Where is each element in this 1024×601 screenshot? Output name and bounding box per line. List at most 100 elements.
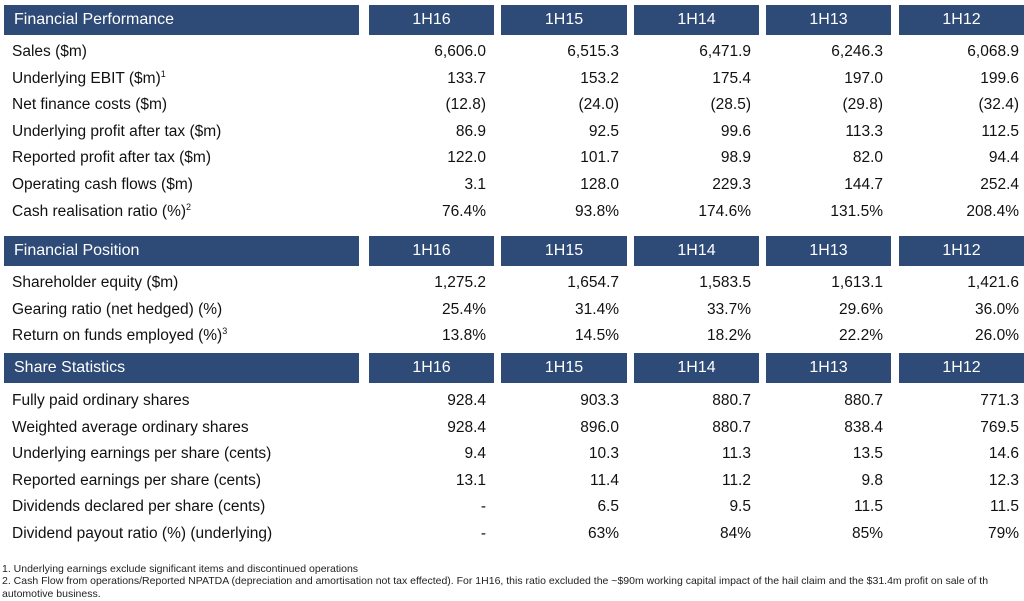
column-header: 1H14 — [634, 236, 759, 266]
row-label-text: Underlying earnings per share (cents) — [12, 445, 272, 463]
table-cell: 113.3 — [845, 122, 883, 140]
table-cell: 92.5 — [588, 122, 619, 140]
table-cell: 3.1 — [464, 176, 486, 193]
table-cell: 101.7 — [580, 149, 619, 167]
table-cell: 838.4 — [844, 418, 883, 436]
footnote-marker: 1 — [160, 68, 166, 79]
table-row: Net finance costs ($m) (12.8) (24.0) (28.5)… — [0, 91, 1024, 118]
row-label: Dividend payout ratio (%) (underlying) — [12, 520, 272, 547]
column-header: 1H13 — [766, 236, 891, 266]
table-cell: 229.3 — [712, 176, 751, 193]
table-cell: 1,613.1 — [831, 274, 883, 291]
table-cell: 928.4 — [447, 418, 486, 436]
section-title: Financial Performance — [4, 5, 359, 35]
table-cell: 99.6 — [720, 122, 751, 140]
row-label: Operating cash flows ($m) — [12, 171, 193, 198]
column-header: 1H13 — [766, 5, 891, 35]
table-cell: 1,654.7 — [567, 274, 619, 291]
table-cell: 33.7% — [707, 300, 751, 318]
row-label-text: Fully paid ordinary shares — [12, 392, 190, 409]
table-cell: (29.8) — [842, 96, 884, 114]
row-label: Shareholder equity ($m) — [12, 269, 178, 296]
footnote: 1. Underlying earnings exclude significa… — [2, 563, 359, 575]
footnote: 2. Cash Flow from operations/Reported NP… — [2, 575, 989, 587]
table-cell: 197.0 — [844, 69, 883, 87]
table-cell: 10.3 — [588, 445, 619, 463]
column-header: 1H15 — [501, 236, 627, 266]
row-label-text: Return on funds employed (%) — [12, 327, 223, 345]
table-cell: 9.5 — [729, 498, 751, 516]
row-label: Sales ($m) — [12, 38, 87, 65]
table-cell: 86.9 — [455, 122, 486, 140]
table-cell: 174.6% — [698, 202, 751, 220]
row-label-text: Cash realisation ratio (%) — [12, 202, 187, 220]
table-cell: 14.6 — [988, 445, 1019, 463]
table-row: Gearing ratio (net hedged) (%) 25.4% 31.4%… — [0, 296, 1024, 323]
row-label-text: Sales ($m) — [12, 43, 87, 60]
table-cell: (12.8) — [445, 96, 487, 114]
table-cell: 25.4% — [442, 300, 486, 318]
table-cell: 128.0 — [580, 176, 619, 193]
column-header: 1H16 — [369, 353, 494, 383]
table-cell: 208.4% — [966, 202, 1019, 220]
section-title: Financial Position — [4, 236, 359, 266]
row-label: Dividends declared per share (cents) — [12, 493, 265, 520]
column-header: 1H12 — [899, 5, 1024, 35]
table-cell: 122.0 — [447, 149, 486, 167]
table-cell: 84% — [719, 525, 751, 542]
table-cell: 769.5 — [980, 418, 1019, 436]
row-label: Cash realisation ratio (%)2 — [12, 198, 191, 225]
table-cell: 29.6% — [839, 300, 883, 318]
table-cell: 31.4% — [575, 300, 619, 318]
table-cell: 133.7 — [447, 69, 486, 87]
row-label-text: Gearing ratio (net hedged) (%) — [12, 300, 223, 318]
table-row: Return on funds employed (%)3 13.8% 14.5% 1… — [0, 322, 1024, 349]
table-cell: 880.7 — [712, 392, 751, 409]
table-row: Operating cash flows ($m) 3.1 128.0 229.3 14… — [0, 171, 1024, 198]
column-header: 1H16 — [369, 236, 494, 266]
table-row: Underlying EBIT ($m)1 133.7 153.2 175.4 197.… — [0, 65, 1024, 92]
table-row: Underlying profit after tax ($m) 86.9 92.5… — [0, 118, 1024, 145]
table-cell: 12.3 — [988, 471, 1019, 489]
column-header: 1H12 — [899, 236, 1024, 266]
column-header: 1H14 — [634, 353, 759, 383]
table-cell: 93.8% — [575, 202, 619, 220]
table-cell: 94.4 — [988, 149, 1019, 167]
row-label-text: Shareholder equity ($m) — [12, 274, 179, 291]
table-cell: 6.5 — [597, 498, 619, 516]
table-cell: 11.4 — [589, 471, 619, 489]
table-cell: (28.5) — [710, 96, 752, 114]
table-cell: 63% — [587, 525, 619, 542]
table-cell: 9.4 — [464, 445, 486, 463]
table-cell: 11.5 — [989, 498, 1019, 516]
table-cell: 6,068.9 — [967, 43, 1019, 60]
row-label-text: Underlying profit after tax ($m) — [12, 122, 222, 140]
row-label-text: Dividend payout ratio (%) (underlying) — [12, 525, 273, 542]
table-cell: 11.2 — [721, 471, 751, 489]
table-cell: 131.5% — [830, 202, 883, 220]
table-row: Sales ($m) 6,606.0 6,515.3 6,471.9 6,246.3 6,… — [0, 38, 1024, 65]
table-cell: 6,471.9 — [699, 43, 751, 60]
row-label: Reported profit after tax ($m) — [12, 144, 211, 171]
table-cell: 36.0% — [975, 300, 1019, 318]
table-cell: 26.0% — [975, 327, 1019, 345]
table-cell: 76.4% — [442, 202, 486, 220]
row-label: Underlying earnings per share (cents) — [12, 440, 271, 467]
column-header: 1H14 — [634, 5, 759, 35]
row-label: Underlying EBIT ($m)1 — [12, 65, 166, 92]
section-title: Share Statistics — [4, 353, 359, 383]
table-cell: 98.9 — [720, 149, 751, 167]
table-row: Cash realisation ratio (%)2 76.4% 93.8% 174… — [0, 198, 1024, 225]
table-cell: 928.4 — [447, 392, 486, 409]
table-cell: 153.2 — [580, 69, 619, 87]
row-label-text: Reported profit after tax ($m) — [12, 149, 211, 167]
table-cell: (24.0) — [578, 96, 620, 114]
table-cell: - — [480, 498, 486, 516]
table-cell: 6,515.3 — [567, 43, 619, 60]
table-cell: 13.5 — [852, 445, 883, 463]
table-cell: 903.3 — [580, 392, 619, 409]
table-cell: 79% — [987, 525, 1019, 542]
table-cell: 82.0 — [852, 149, 883, 167]
table-cell: 1,421.6 — [967, 274, 1019, 291]
table-cell: 22.2% — [839, 327, 883, 345]
